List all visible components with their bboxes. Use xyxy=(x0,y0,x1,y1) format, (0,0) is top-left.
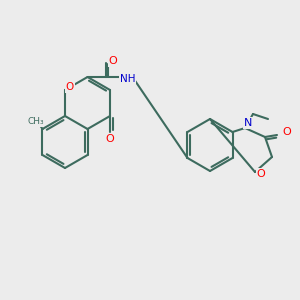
Text: O: O xyxy=(66,82,74,92)
Text: N: N xyxy=(244,118,252,128)
Text: O: O xyxy=(106,134,114,144)
Text: NH: NH xyxy=(120,74,135,84)
Text: O: O xyxy=(108,56,117,66)
Text: CH₃: CH₃ xyxy=(27,118,44,127)
Text: O: O xyxy=(283,127,291,137)
Text: O: O xyxy=(256,169,266,179)
